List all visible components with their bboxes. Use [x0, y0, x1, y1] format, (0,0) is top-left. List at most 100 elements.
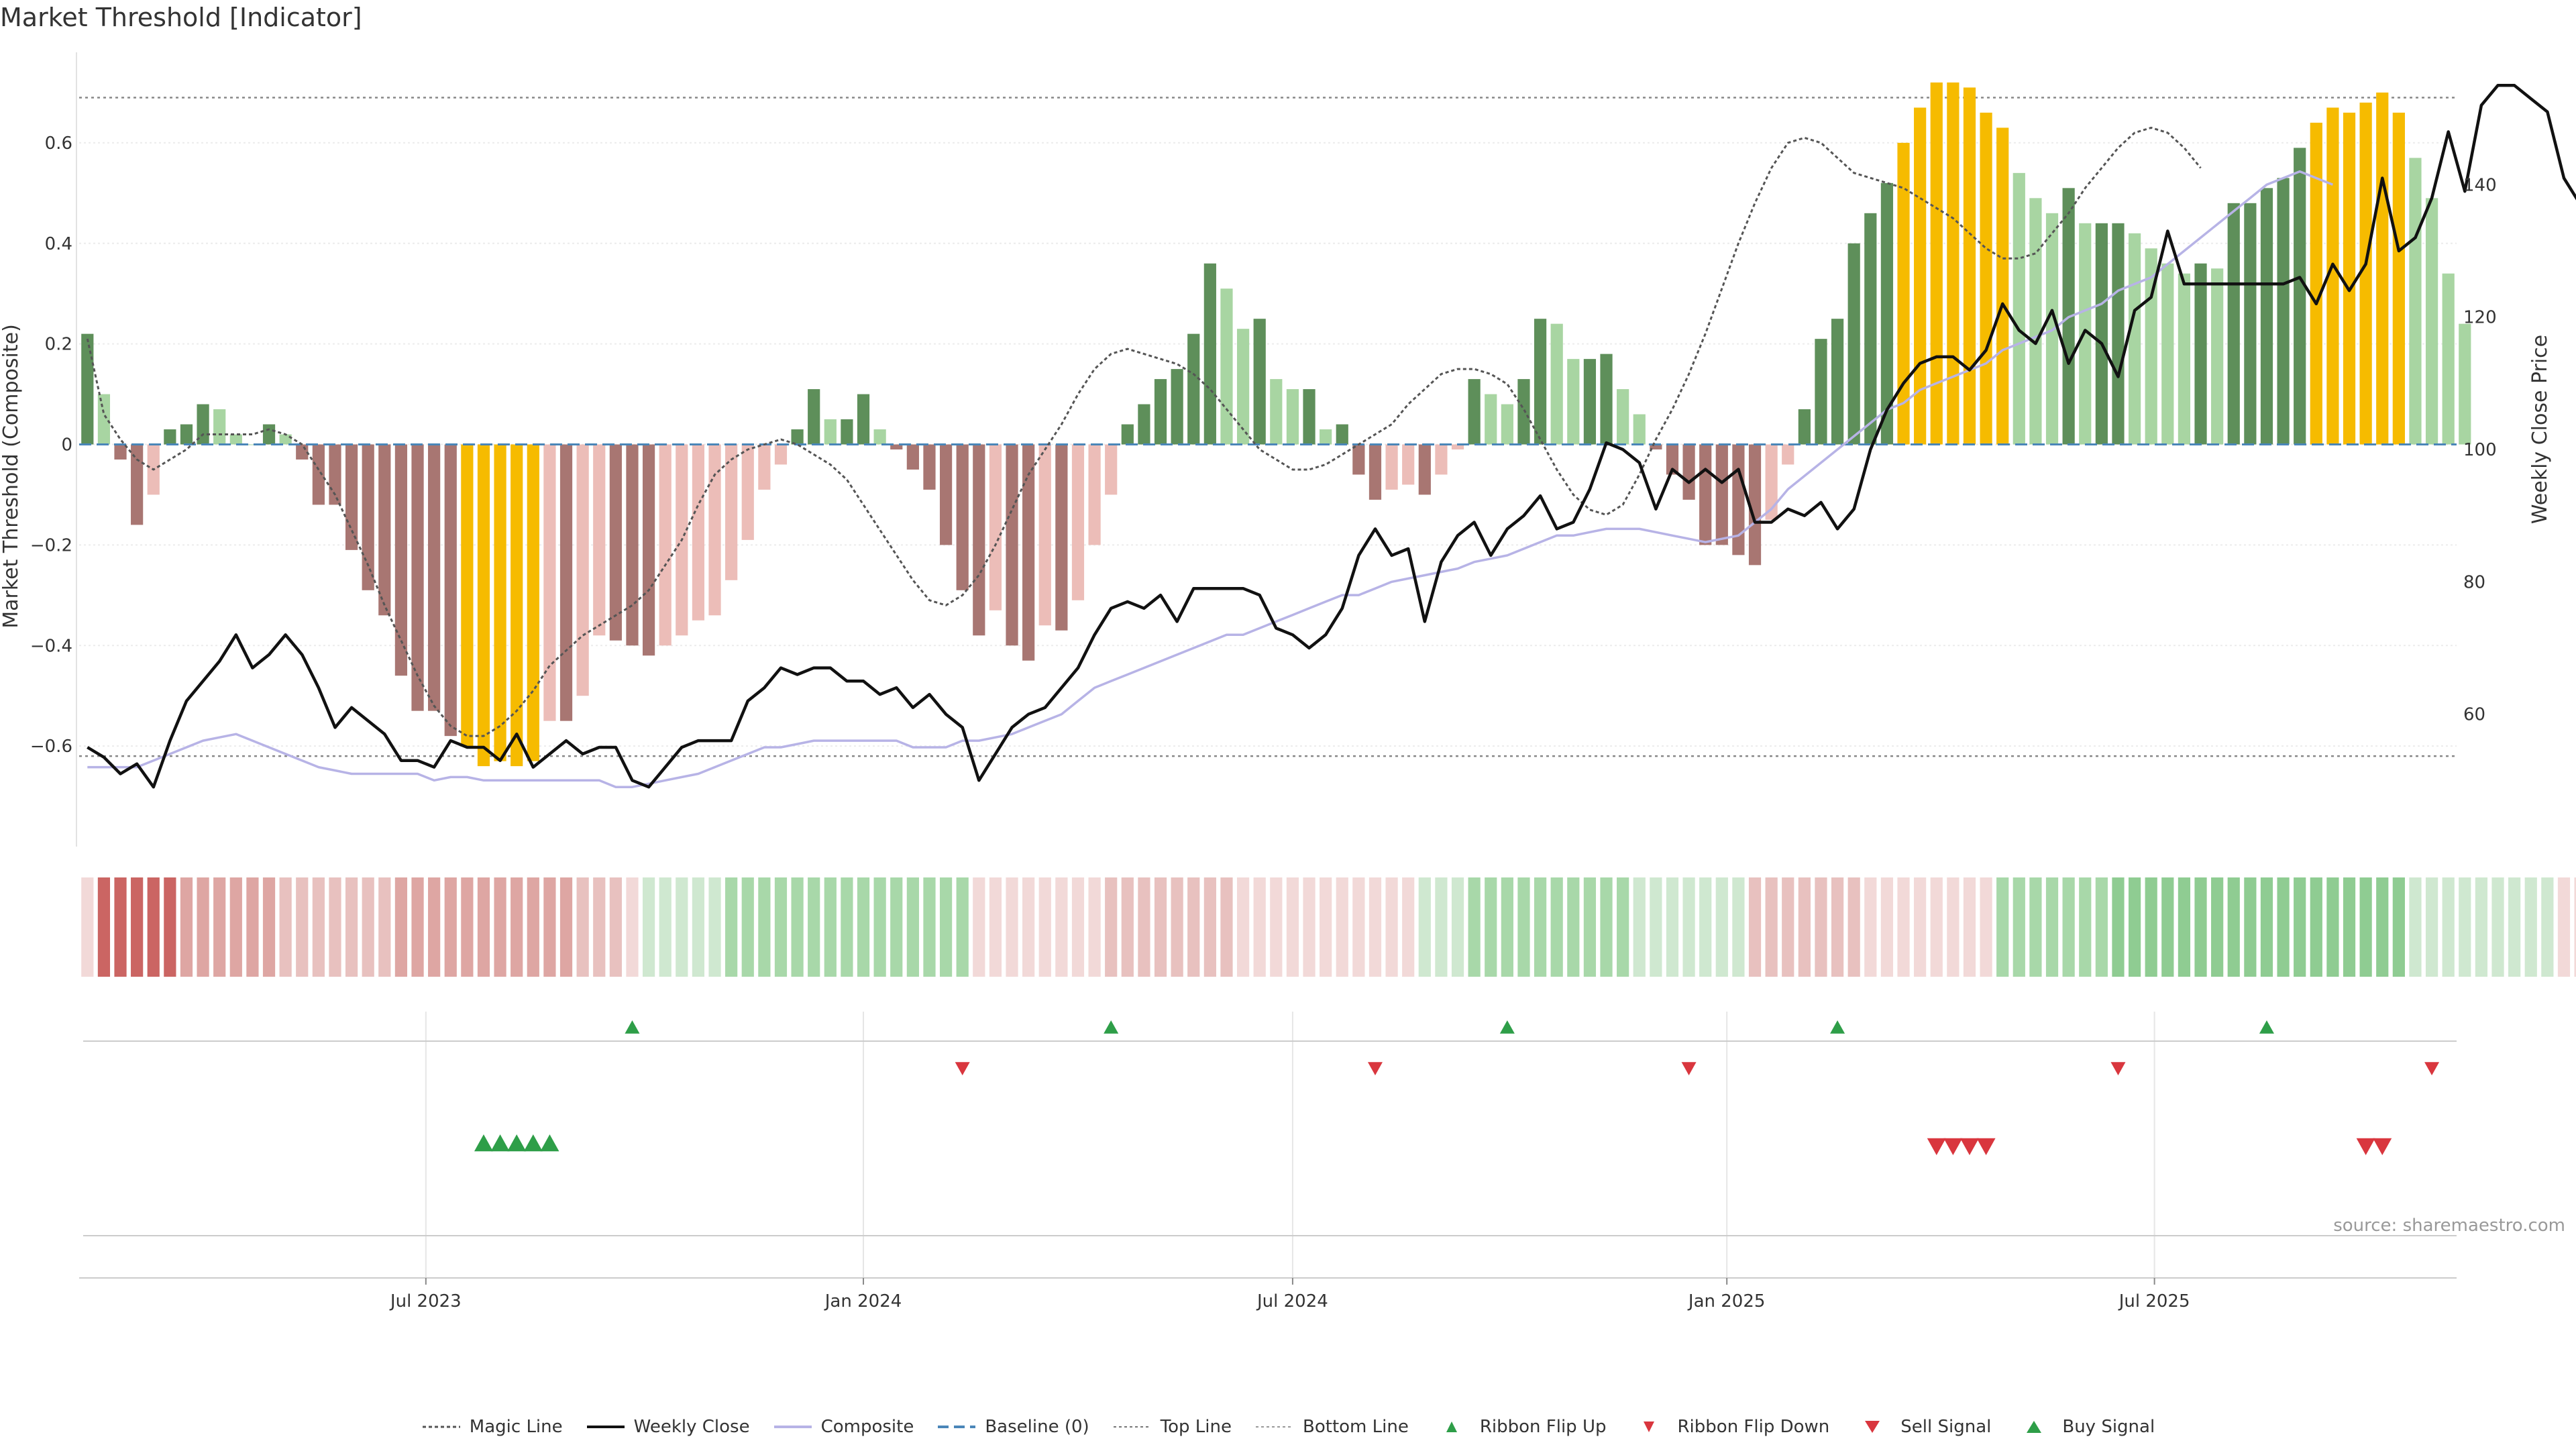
composite-bar [1320, 429, 1332, 445]
ribbon-cell [1864, 877, 1877, 977]
composite-bar [2392, 112, 2405, 445]
ribbon-cell [2294, 877, 2306, 977]
composite-bar [1253, 319, 1266, 445]
composite-bar [725, 444, 738, 580]
composite-bar [791, 429, 804, 445]
ribbon-cell [2029, 877, 2042, 977]
composite-bar [2294, 148, 2306, 445]
composite-bar [873, 429, 886, 445]
composite-bar [1930, 82, 1943, 445]
ribbon-cell [345, 877, 358, 977]
ribbon-cell [114, 877, 127, 977]
ribbon-cell [609, 877, 622, 977]
ribbon-cell [1253, 877, 1266, 977]
ribbon-cell [1682, 877, 1695, 977]
triangle-down-icon [1644, 1421, 1655, 1432]
composite-bar [312, 444, 325, 505]
composite-bar [824, 419, 837, 445]
sell-signal-marker [1927, 1138, 1946, 1155]
composite-bar [2260, 188, 2273, 445]
ribbon-flip-up-marker [1499, 1020, 1515, 1034]
composite-bar [2161, 263, 2174, 445]
ribbon-cell [1385, 877, 1398, 977]
composite-bar [1187, 333, 1200, 445]
ribbon-cell [1633, 877, 1646, 977]
ribbon-cell [2045, 877, 2059, 977]
composite-bar [741, 444, 754, 540]
series-lines [79, 84, 2576, 789]
ribbon-cell [279, 877, 292, 977]
ribbon-cell [2178, 877, 2191, 977]
ribbon-cell [1914, 877, 1927, 977]
ribbon-cell [97, 877, 111, 977]
composite-bar [114, 444, 127, 460]
composite-bar [2095, 223, 2108, 445]
ribbon-cell [708, 877, 721, 977]
ribbon-cell [1121, 877, 1134, 977]
composite-bar [2178, 273, 2191, 445]
ribbon-cell [1171, 877, 1183, 977]
source-note: source: sharemaestro.com [2333, 1216, 2565, 1236]
ribbon-cell [1303, 877, 1316, 977]
composite-bar [477, 444, 490, 767]
composite-bar [923, 444, 936, 490]
ribbon-cell [2541, 877, 2554, 977]
ribbon-cell [774, 877, 788, 977]
composite-bar [1451, 444, 1464, 449]
ribbon-cell [758, 877, 771, 977]
ribbon-cell [576, 877, 589, 977]
ribbon-cell [808, 877, 820, 977]
composite-bar [81, 333, 94, 445]
ribbon-cell [2112, 877, 2125, 977]
composite-bar [1336, 424, 1348, 445]
ribbon-cell [147, 877, 160, 977]
composite-bar [378, 444, 391, 616]
composite-bar [1550, 323, 1563, 445]
sell-signal-marker [1960, 1138, 1979, 1155]
y-tick-label-right: 120 [2463, 308, 2497, 328]
composite-bar [890, 444, 903, 449]
legend-item-magic-line: Magic Line [422, 1417, 563, 1437]
composite-bar [1699, 444, 1712, 545]
composite-bar [2244, 203, 2257, 445]
ribbon-cell [378, 877, 391, 977]
ribbon-cell [939, 877, 953, 977]
chart-title: Market Threshold [Indicator] [0, 3, 362, 32]
composite-bar [2343, 112, 2356, 445]
composite-bar [1435, 444, 1448, 475]
buy-signal-marker [490, 1134, 510, 1152]
composite-bar [1600, 354, 1613, 445]
ribbon-cell [841, 877, 853, 977]
composite-bar [461, 444, 474, 747]
composite-bar [1831, 319, 1844, 445]
ribbon-cell [923, 877, 936, 977]
ribbon-cell [1897, 877, 1910, 977]
ribbon-cell [2095, 877, 2108, 977]
ribbon-cell [2425, 877, 2438, 977]
ribbon-cell [642, 877, 655, 977]
ribbon-cell [593, 877, 606, 977]
composite-bar [345, 444, 358, 550]
composite-bar [989, 444, 1002, 610]
ribbon-cell [1963, 877, 1976, 977]
ribbon-cell [2491, 877, 2504, 977]
composite-bars [81, 82, 2471, 767]
ribbon-cell [1038, 877, 1051, 977]
ribbon-cell [906, 877, 919, 977]
composite-bar [1765, 444, 1778, 520]
composite-bar [1220, 288, 1233, 445]
ribbon-cell [213, 877, 226, 977]
composite-bar [1088, 444, 1101, 545]
composite-bar [2079, 223, 2092, 445]
ribbon-cell [1286, 877, 1299, 977]
weekly-close-line [87, 84, 2576, 789]
ribbon-cell [956, 877, 969, 977]
y-tick-label-right: 80 [2463, 572, 2485, 592]
composite-bar [1352, 444, 1365, 475]
composite-bar [841, 419, 853, 445]
composite-bar [708, 444, 721, 616]
composite-bar [511, 444, 523, 767]
composite-bar [906, 444, 919, 470]
composite-bar [1385, 444, 1398, 490]
composite-bar [1650, 444, 1662, 449]
